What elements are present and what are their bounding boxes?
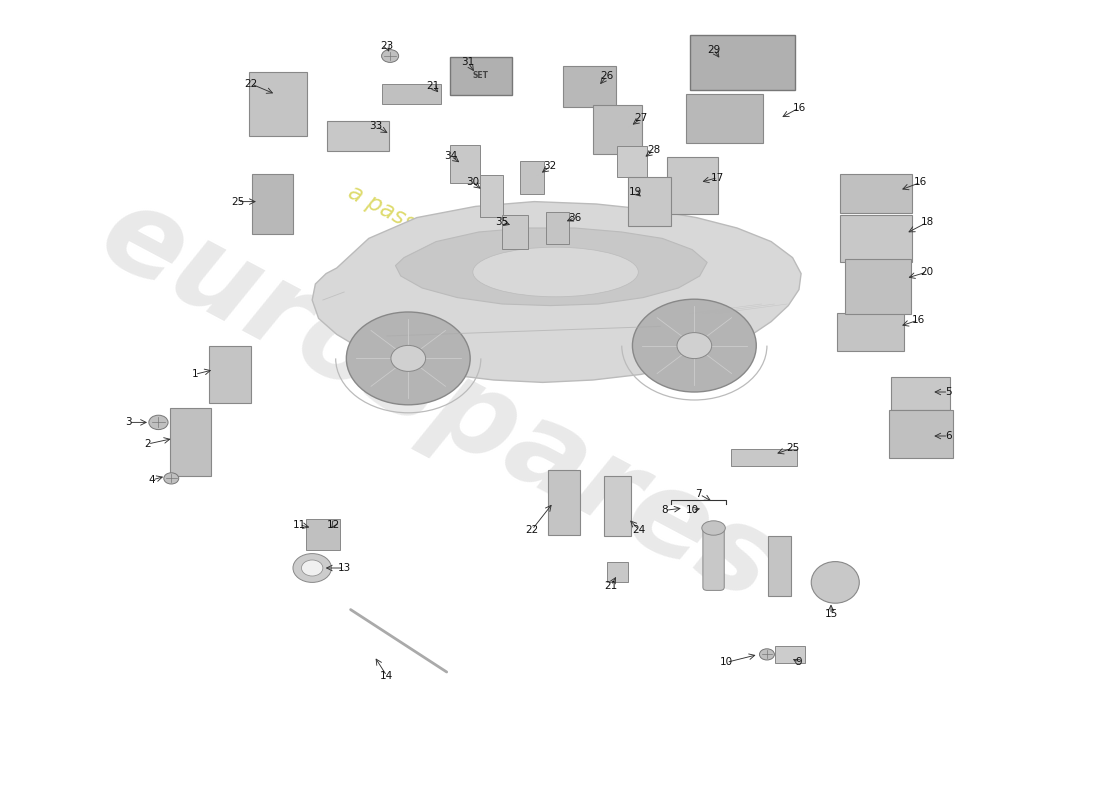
- FancyBboxPatch shape: [520, 161, 543, 194]
- FancyBboxPatch shape: [628, 177, 671, 226]
- Text: 21: 21: [605, 581, 618, 590]
- FancyBboxPatch shape: [480, 175, 504, 217]
- Text: 1: 1: [191, 370, 198, 379]
- Text: 34: 34: [444, 151, 458, 161]
- Ellipse shape: [473, 247, 638, 297]
- FancyBboxPatch shape: [703, 526, 724, 590]
- FancyBboxPatch shape: [837, 313, 903, 351]
- Text: 35: 35: [496, 218, 509, 227]
- Text: 16: 16: [914, 178, 927, 187]
- Text: 2: 2: [144, 439, 151, 449]
- Ellipse shape: [811, 562, 859, 603]
- FancyBboxPatch shape: [839, 174, 912, 213]
- Text: 10: 10: [685, 506, 698, 515]
- FancyBboxPatch shape: [382, 84, 441, 104]
- Text: 24: 24: [632, 525, 646, 534]
- FancyBboxPatch shape: [768, 536, 792, 596]
- FancyBboxPatch shape: [891, 377, 950, 410]
- Circle shape: [148, 415, 168, 430]
- Circle shape: [301, 560, 323, 576]
- Circle shape: [390, 346, 426, 371]
- Text: 26: 26: [601, 71, 614, 81]
- Text: 29: 29: [707, 45, 721, 54]
- FancyBboxPatch shape: [730, 449, 796, 466]
- Circle shape: [164, 473, 178, 484]
- Text: 12: 12: [327, 520, 340, 530]
- FancyBboxPatch shape: [845, 259, 911, 314]
- Text: 32: 32: [543, 162, 557, 171]
- Polygon shape: [395, 228, 707, 306]
- FancyBboxPatch shape: [667, 157, 718, 214]
- Text: 5: 5: [945, 387, 952, 397]
- FancyBboxPatch shape: [593, 105, 642, 154]
- Text: 21: 21: [426, 82, 439, 91]
- FancyBboxPatch shape: [306, 519, 340, 550]
- Circle shape: [759, 649, 774, 660]
- FancyBboxPatch shape: [327, 121, 389, 151]
- FancyBboxPatch shape: [776, 646, 805, 663]
- FancyBboxPatch shape: [249, 72, 307, 136]
- Text: 22: 22: [244, 79, 258, 89]
- Text: 9: 9: [795, 658, 802, 667]
- FancyBboxPatch shape: [685, 94, 762, 143]
- Ellipse shape: [702, 521, 725, 535]
- FancyBboxPatch shape: [607, 562, 628, 582]
- FancyBboxPatch shape: [563, 66, 616, 107]
- Text: 18: 18: [921, 218, 934, 227]
- Text: 19: 19: [629, 187, 642, 197]
- Text: 20: 20: [921, 267, 934, 277]
- Text: 28: 28: [647, 146, 660, 155]
- Circle shape: [676, 333, 712, 358]
- Text: 15: 15: [824, 610, 837, 619]
- FancyBboxPatch shape: [503, 215, 528, 249]
- Text: 25: 25: [231, 197, 244, 206]
- Polygon shape: [312, 202, 801, 382]
- Text: 11: 11: [293, 520, 306, 530]
- Text: 23: 23: [381, 42, 394, 51]
- Text: 6: 6: [945, 431, 952, 441]
- Circle shape: [632, 299, 757, 392]
- Text: 4: 4: [148, 475, 155, 485]
- FancyBboxPatch shape: [450, 145, 480, 183]
- Text: a passion for parts since 1985: a passion for parts since 1985: [344, 181, 660, 363]
- Circle shape: [293, 554, 331, 582]
- Text: 16: 16: [912, 315, 925, 325]
- FancyBboxPatch shape: [690, 35, 794, 90]
- Text: 3: 3: [125, 418, 132, 427]
- Text: 17: 17: [712, 173, 725, 182]
- Text: SET: SET: [473, 71, 488, 81]
- Text: 14: 14: [381, 671, 394, 681]
- Text: 33: 33: [370, 122, 383, 131]
- FancyBboxPatch shape: [450, 57, 512, 95]
- Text: 8: 8: [661, 506, 668, 515]
- Text: 16: 16: [792, 103, 805, 113]
- Text: 22: 22: [526, 525, 539, 534]
- FancyBboxPatch shape: [170, 408, 211, 475]
- Text: 36: 36: [569, 213, 582, 222]
- Text: 13: 13: [338, 563, 351, 573]
- Text: eurospares: eurospares: [81, 174, 794, 626]
- Text: 25: 25: [785, 443, 800, 453]
- FancyBboxPatch shape: [209, 346, 251, 403]
- Circle shape: [382, 50, 398, 62]
- Circle shape: [346, 312, 470, 405]
- FancyBboxPatch shape: [839, 215, 912, 262]
- FancyBboxPatch shape: [252, 174, 293, 234]
- FancyBboxPatch shape: [604, 475, 630, 536]
- FancyBboxPatch shape: [546, 212, 570, 244]
- Text: 7: 7: [695, 490, 702, 499]
- Text: 30: 30: [465, 178, 478, 187]
- FancyBboxPatch shape: [889, 410, 953, 458]
- FancyBboxPatch shape: [548, 470, 580, 535]
- Text: 31: 31: [461, 58, 475, 67]
- Text: 10: 10: [719, 658, 733, 667]
- FancyBboxPatch shape: [617, 146, 648, 177]
- Text: 27: 27: [635, 114, 648, 123]
